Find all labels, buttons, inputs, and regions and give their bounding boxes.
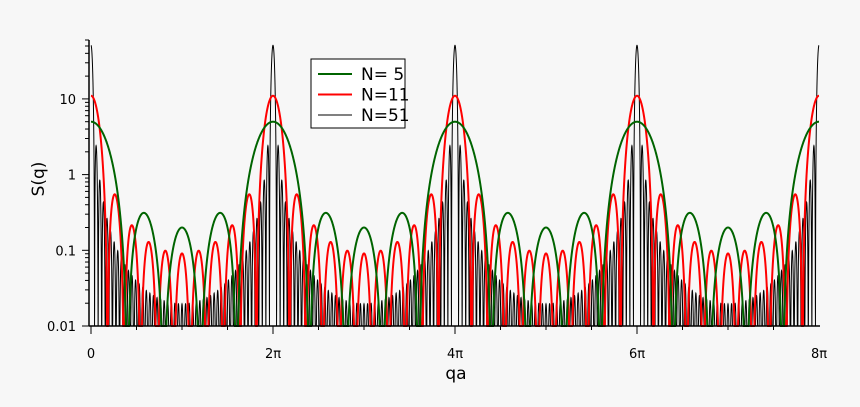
x-tick-label: 4π <box>447 347 463 362</box>
y-tick-label: 0.01 <box>47 320 76 335</box>
plot-series <box>90 44 820 327</box>
y-tick-label: 0.1 <box>55 244 76 259</box>
series-line-n51 <box>90 44 820 327</box>
series-line-n5 <box>91 120 819 327</box>
legend-label-n51: N=51 <box>361 106 410 126</box>
x-tick-label: 8π <box>811 347 827 362</box>
axes <box>88 40 820 327</box>
x-tick-label: 0 <box>87 347 95 362</box>
x-ticks: 0 2π 4π 6π 8π <box>87 326 827 362</box>
y-ticks: 0.01 0.1 1 10 <box>47 39 89 335</box>
legend: N= 5N=11N=51 <box>310 58 410 129</box>
x-tick-label: 6π <box>629 347 645 362</box>
series-line-n11 <box>90 94 820 327</box>
y-tick-label: 1 <box>68 169 76 184</box>
y-axis-title: S(q) <box>29 162 49 197</box>
legend-label-n11: N=11 <box>361 86 410 106</box>
y-tick-label: 10 <box>59 93 76 108</box>
x-axis-title: qa <box>445 364 466 384</box>
legend-label-n5: N= 5 <box>361 65 404 85</box>
x-tick-label: 2π <box>265 347 281 362</box>
